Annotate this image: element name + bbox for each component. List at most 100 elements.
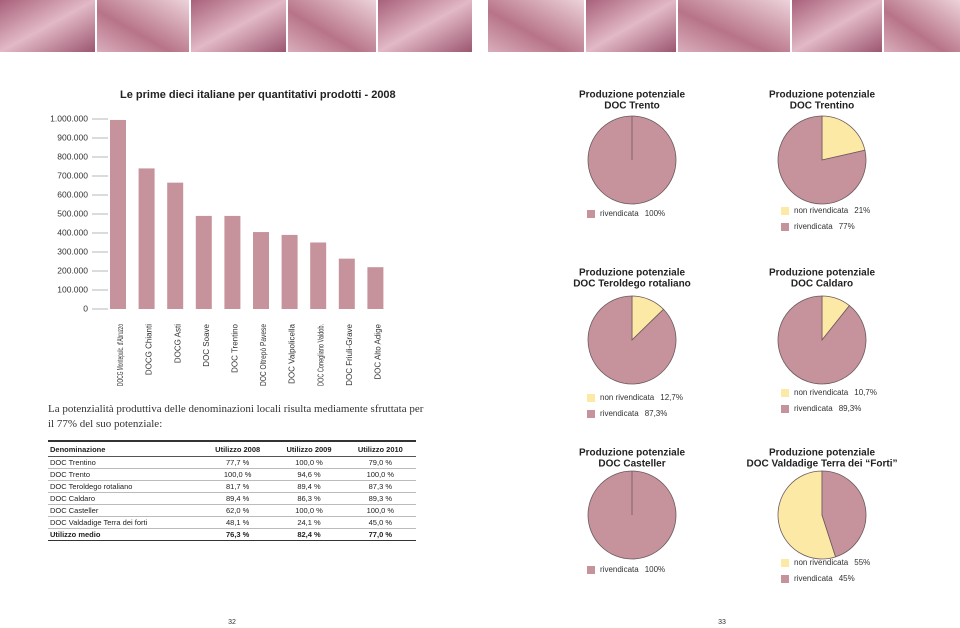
bar: [195, 215, 212, 309]
legend-swatch: [587, 210, 595, 218]
legend-value: 55%: [854, 558, 870, 567]
bar: [367, 267, 384, 309]
legend-value: 21%: [854, 206, 870, 215]
column-header: Utilizzo 2008: [202, 440, 274, 457]
page-number: 33: [718, 619, 726, 626]
table-header: Denominazione Utilizzo 2008 Utilizzo 2009 U…: [48, 440, 416, 457]
pie-title: Produzione potenziale: [579, 90, 686, 101]
table-cell: 81,7 %: [202, 480, 274, 493]
table-cell: 89,4 %: [202, 492, 274, 505]
table-cell: 79,0 %: [344, 456, 416, 469]
y-tick-label: 100.000: [57, 284, 88, 294]
table-cell: 100,0 %: [344, 504, 416, 517]
table-cell: 86,3 %: [273, 492, 345, 505]
pie-subtitle: DOC Trentino: [790, 101, 854, 112]
table-cell: 77,0 %: [344, 528, 416, 541]
legend-label: non rivendicata: [794, 558, 849, 567]
pie-subtitle: DOC Teroldego rotaliano: [573, 279, 691, 290]
table-cell: 76,3 %: [202, 528, 274, 541]
y-tick-label: 700.000: [57, 170, 88, 180]
pie-slice: [587, 295, 677, 385]
table-cell: DOC Trentino: [48, 456, 202, 469]
y-tick-label: 400.000: [57, 227, 88, 237]
x-tick-label: DOC Friuli-Grave: [345, 323, 354, 385]
table-cell: DOC Caldaro: [48, 492, 202, 505]
x-tick-label: DOCG Montepulc. d'Abruzzo: [116, 324, 125, 386]
bar: [338, 258, 355, 309]
pie-slice: [777, 470, 837, 560]
column-header: Utilizzo 2010: [344, 440, 416, 457]
pie-subtitle: DOC Valdadige Terra dei “Forti”: [747, 459, 898, 470]
legend-entry: rivendicata 100%: [600, 565, 665, 574]
column-header: Denominazione: [48, 440, 202, 457]
legend-value: 12,7%: [660, 393, 683, 402]
table-cell: 100,0 %: [202, 468, 274, 481]
table-cell: 100,0 %: [344, 468, 416, 481]
paragraph: La potenzialità produttiva delle denomin…: [48, 403, 424, 430]
legend-label: rivendicata: [600, 409, 639, 418]
bar: [224, 215, 241, 309]
legend-swatch: [587, 566, 595, 574]
table-cell: 100,0 %: [273, 504, 345, 517]
table-row: Utilizzo medio 76,3 % 82,4 % 77,0 %: [48, 528, 416, 541]
bar: [138, 168, 155, 309]
legend-entry: rivendicata 87,3%: [600, 409, 667, 418]
pie-subtitle: DOC Casteller: [598, 459, 665, 470]
legend-entry: non rivendicata 12,7%: [600, 393, 683, 402]
bar: [110, 119, 126, 309]
legend-value: 77%: [839, 222, 855, 231]
y-tick-label: 300.000: [57, 246, 88, 256]
page-number: 32: [228, 619, 236, 626]
legend-entry: rivendicata 77%: [794, 222, 855, 231]
legend-value: 10,7%: [854, 388, 877, 397]
y-tick-label: 800.000: [57, 151, 88, 161]
table-cell: 48,1 %: [202, 516, 274, 529]
y-tick-label: 200.000: [57, 265, 88, 275]
table-row: DOC Caldaro 89,4 % 86,3 % 89,3 %: [48, 492, 416, 505]
legend-entry: rivendicata 89,3%: [794, 404, 861, 413]
table-row: DOC Valdadige Terra dei forti 48,1 % 24,1 …: [48, 516, 416, 529]
y-tick-label: 500.000: [57, 208, 88, 218]
x-tick-label: DOC Trentino: [231, 323, 240, 372]
pie-title: Produzione potenziale: [769, 90, 876, 101]
table-row: DOC Trento 100,0 % 94,6 % 100,0 %: [48, 468, 416, 481]
legend-entry: rivendicata 45%: [794, 574, 855, 583]
table-cell: DOC Trento: [48, 468, 202, 481]
legend-entry: non rivendicata 21%: [794, 206, 870, 215]
legend-value: 100%: [645, 565, 665, 574]
pie-title: Produzione potenziale: [769, 268, 876, 279]
legend-swatch: [781, 559, 789, 567]
legend-swatch: [587, 394, 595, 402]
table-cell: 45,0 %: [344, 516, 416, 529]
table-cell: 100,0 %: [273, 456, 345, 469]
y-tick-label: 900.000: [57, 132, 88, 142]
table-cell: 87,3 %: [344, 480, 416, 493]
table-row: DOC Teroldego rotaliano 81,7 % 89,4 % 87,3 …: [48, 480, 416, 493]
bar: [167, 182, 184, 309]
legend-label: rivendicata: [794, 404, 833, 413]
legend-label: rivendicata: [794, 574, 833, 583]
pie-subtitle: DOC Caldaro: [791, 279, 853, 290]
table: Denominazione Utilizzo 2008 Utilizzo 2009 U…: [48, 440, 416, 541]
x-tick-label: DOCG Chianti: [145, 324, 154, 375]
x-tick-label: DOC Valpolicella: [288, 323, 297, 383]
y-tick-label: 600.000: [57, 189, 88, 199]
bar: [310, 242, 327, 309]
legend-value: 45%: [839, 574, 855, 583]
column-header: Utilizzo 2009: [273, 440, 345, 457]
x-tick-label: DOC Conegliano Valdob.: [316, 324, 325, 386]
y-tick-label: 0: [83, 303, 88, 313]
legend-label: non rivendicata: [794, 206, 849, 215]
legend-label: rivendicata: [794, 222, 833, 231]
legend-swatch: [781, 405, 789, 413]
table-cell: Utilizzo medio: [48, 528, 202, 541]
legend-swatch: [781, 207, 789, 215]
table-row: DOC Casteller 62,0 % 100,0 % 100,0 %: [48, 504, 416, 517]
bar: [281, 234, 298, 309]
legend-entry: rivendicata 100%: [600, 209, 665, 218]
x-tick-label: DOC Soave: [202, 323, 211, 366]
table-row: DOC Trentino 77,7 % 100,0 % 79,0 %: [48, 456, 416, 469]
legend-label: rivendicata: [600, 209, 639, 218]
table-cell: DOC Valdadige Terra dei forti: [48, 516, 202, 529]
